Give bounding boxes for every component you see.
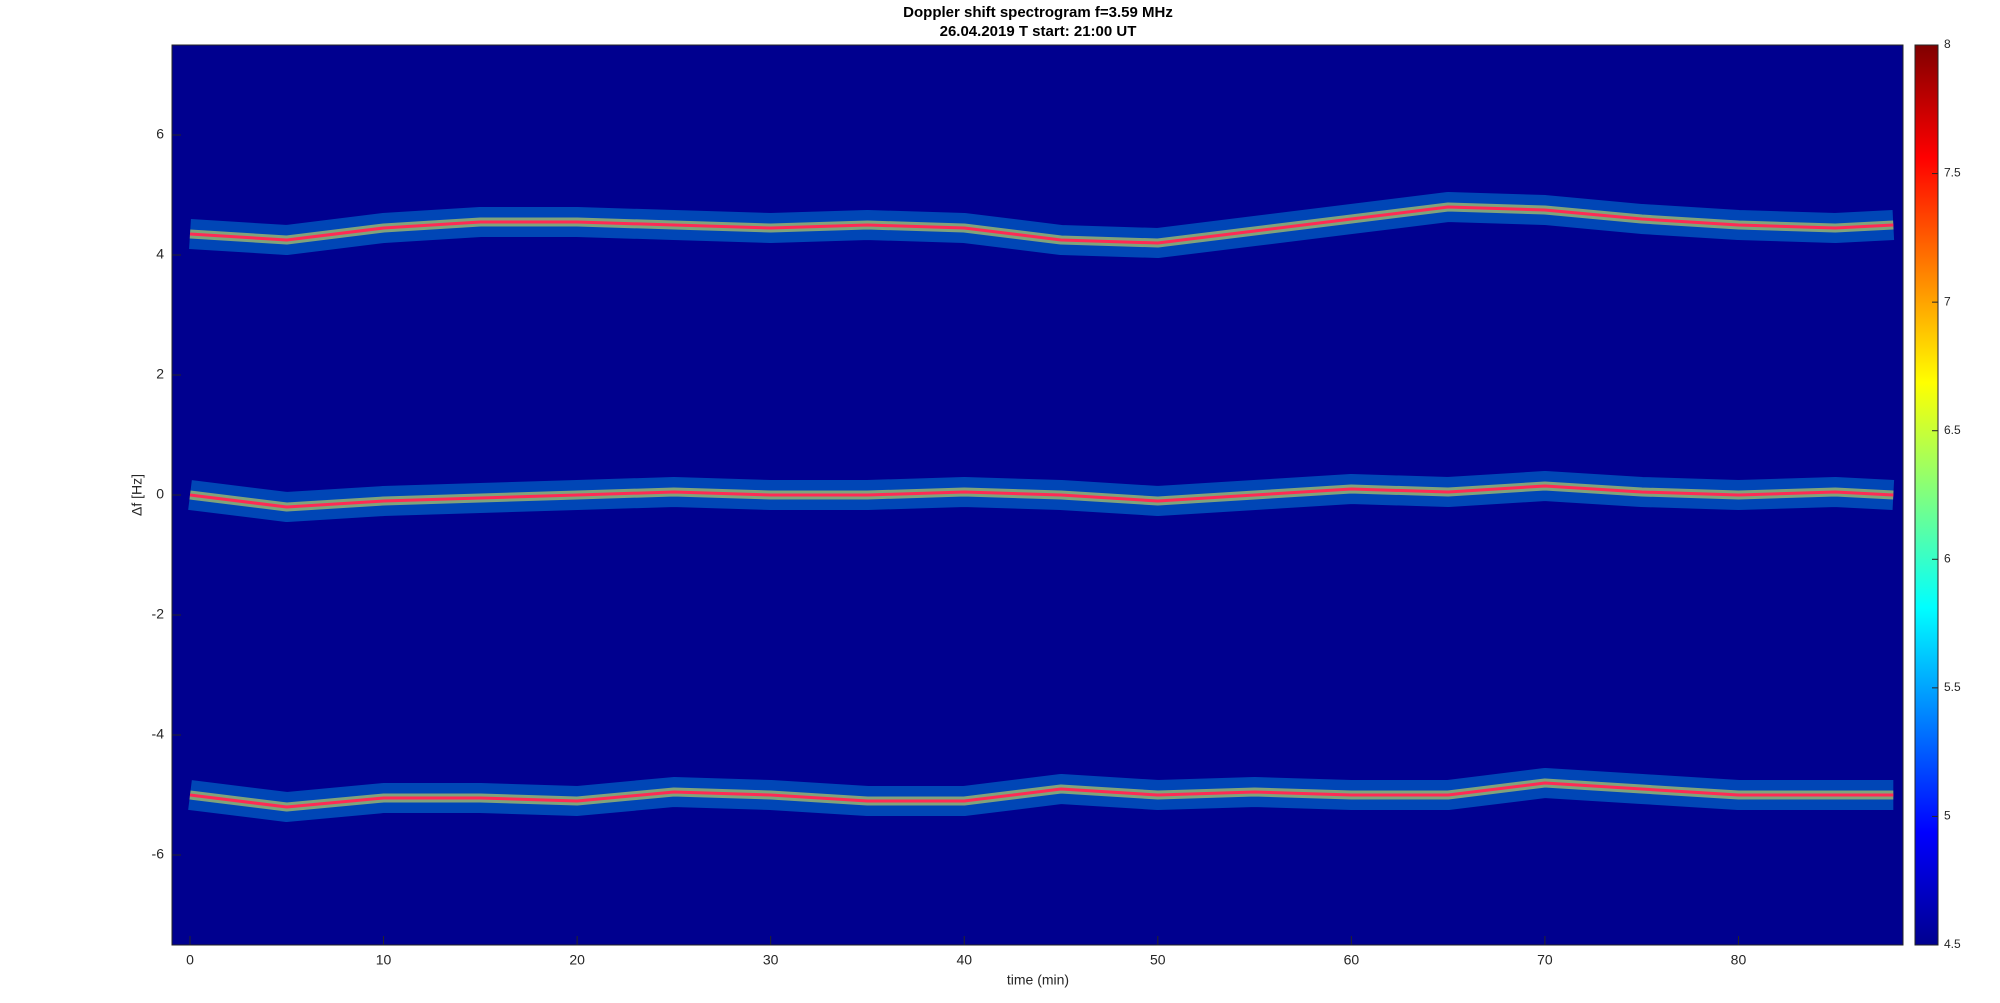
y-tick-label: 0 xyxy=(156,486,164,502)
colorbar-tick-label: 5.5 xyxy=(1944,680,1961,694)
y-tick-label: -2 xyxy=(152,606,165,622)
x-tick-label: 20 xyxy=(569,952,585,968)
colorbar-tick-label: 5 xyxy=(1944,809,1951,823)
chart-subtitle: 26.04.2019 T start: 21:00 UT xyxy=(940,23,1137,40)
trace xyxy=(189,205,1894,245)
colorbar-tick-label: 7.5 xyxy=(1944,166,1961,180)
trace xyxy=(189,781,1894,809)
colorbar-tick-label: 8 xyxy=(1944,37,1951,51)
x-tick-label: 50 xyxy=(1150,952,1166,968)
chart-title: Doppler shift spectrogram f=3.59 MHz xyxy=(903,4,1173,21)
y-axis-label: Δf [Hz] xyxy=(129,474,145,516)
x-tick-label: 40 xyxy=(956,952,972,968)
y-tick-label: -4 xyxy=(152,726,165,742)
x-tick-label: 10 xyxy=(376,952,392,968)
x-tick-label: 60 xyxy=(1344,952,1360,968)
x-tick-label: 70 xyxy=(1537,952,1553,968)
y-tick-label: 6 xyxy=(156,126,164,142)
y-tick-label: -6 xyxy=(152,846,165,862)
colorbar-tick-label: 6 xyxy=(1944,551,1951,565)
x-tick-label: 30 xyxy=(763,952,779,968)
colorbar xyxy=(1914,44,1939,946)
trace xyxy=(189,484,1894,509)
colorbar-tick-label: 6.5 xyxy=(1944,423,1961,437)
x-tick-label: 0 xyxy=(186,952,194,968)
colorbar-tick-label: 7 xyxy=(1944,294,1951,308)
y-tick-label: 4 xyxy=(156,246,164,262)
colorbar-tick-label: 4.5 xyxy=(1944,937,1961,951)
x-tick-label: 80 xyxy=(1731,952,1747,968)
x-axis-label: time (min) xyxy=(1007,972,1069,988)
y-tick-label: 2 xyxy=(156,366,164,382)
